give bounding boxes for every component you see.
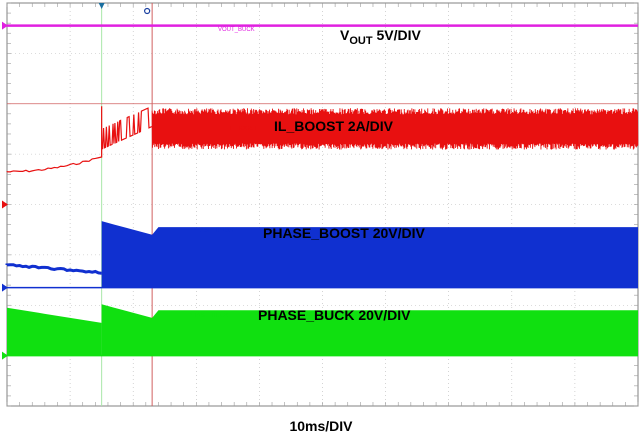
channel-marker-3: [2, 283, 8, 292]
trace-tag-il-boost: IL_BOOST: [228, 126, 258, 132]
trace-il-boost: [6, 106, 639, 173]
trace-switching-fill: [101, 304, 638, 356]
channel-marker-4: [2, 351, 8, 360]
label-vout-sub: OUT: [349, 35, 373, 47]
trace-tag-phase-buck: PHASE_BUCK: [188, 313, 228, 319]
trigger-marker: [98, 3, 105, 9]
trace-switching-fill: [101, 221, 638, 288]
label-vout-main: V: [340, 27, 350, 43]
trace-ripple-fill: [152, 115, 638, 143]
channel-marker-2: [2, 200, 8, 209]
label-vout: VOUT 5V/DIV: [340, 27, 421, 47]
channel-markers: [2, 3, 151, 360]
label-phase-boost: PHASE_BOOST 20V/DIV: [263, 225, 425, 241]
trace-pre: [5, 263, 102, 275]
trace-phase-boost: [5, 221, 638, 289]
label-vout-suffix: 5V/DIV: [373, 27, 422, 43]
label-phase-buck: PHASE_BUCK 20V/DIV: [258, 307, 411, 323]
label-il-boost: IL_BOOST 2A/DIV: [274, 118, 394, 134]
plot-area: [2, 2, 639, 407]
channel-marker-1: [2, 21, 8, 30]
trace-phase-buck: [7, 304, 638, 357]
trace-path: [6, 106, 153, 173]
cursor-marker: [144, 7, 151, 15]
trace-tag-vout-buck: VOUT_BUCK: [218, 27, 255, 33]
trace-layer: [5, 24, 639, 357]
timebase-label: 10ms/DIV: [289, 418, 353, 434]
trace-pre-fill: [7, 307, 102, 356]
trace-tag-phase-boost: PHASE_BOOST: [192, 228, 237, 234]
